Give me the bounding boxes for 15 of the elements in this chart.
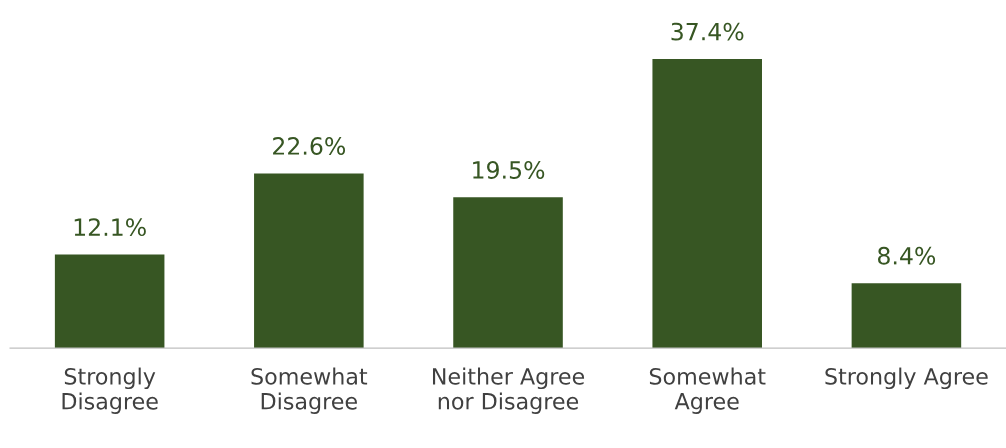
x-tick-label: Somewhat Disagree bbox=[251, 367, 368, 414]
bar bbox=[652, 59, 762, 349]
data-label: 8.4% bbox=[878, 246, 936, 265]
bar bbox=[453, 197, 563, 349]
bar bbox=[254, 173, 364, 349]
x-tick-label: Somewhat Agree bbox=[649, 367, 766, 414]
bar bbox=[54, 254, 165, 349]
data-label: 12.1% bbox=[74, 218, 146, 237]
bar bbox=[851, 283, 962, 349]
x-tick-label: Strongly Agree bbox=[825, 367, 988, 390]
data-label: 19.5% bbox=[473, 161, 545, 179]
data-label: 37.4% bbox=[671, 22, 744, 41]
x-tick-label: Neither Agree nor Disagree bbox=[433, 367, 585, 414]
data-label: 22.6% bbox=[273, 137, 346, 155]
x-tick-label: Strongly Disagree bbox=[62, 367, 158, 414]
